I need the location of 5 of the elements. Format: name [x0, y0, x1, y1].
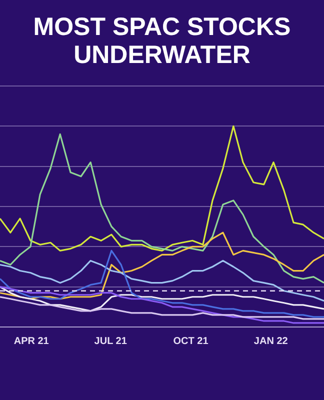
chart-title: MOST SPAC STOCKS UNDERWATER	[32, 12, 292, 71]
x-tick-label: JUL 21	[94, 336, 128, 347]
x-tick-label: OCT 21	[173, 336, 209, 347]
x-tick-label: APR 21	[14, 336, 50, 347]
x-tick-label: JAN 22	[254, 336, 288, 347]
